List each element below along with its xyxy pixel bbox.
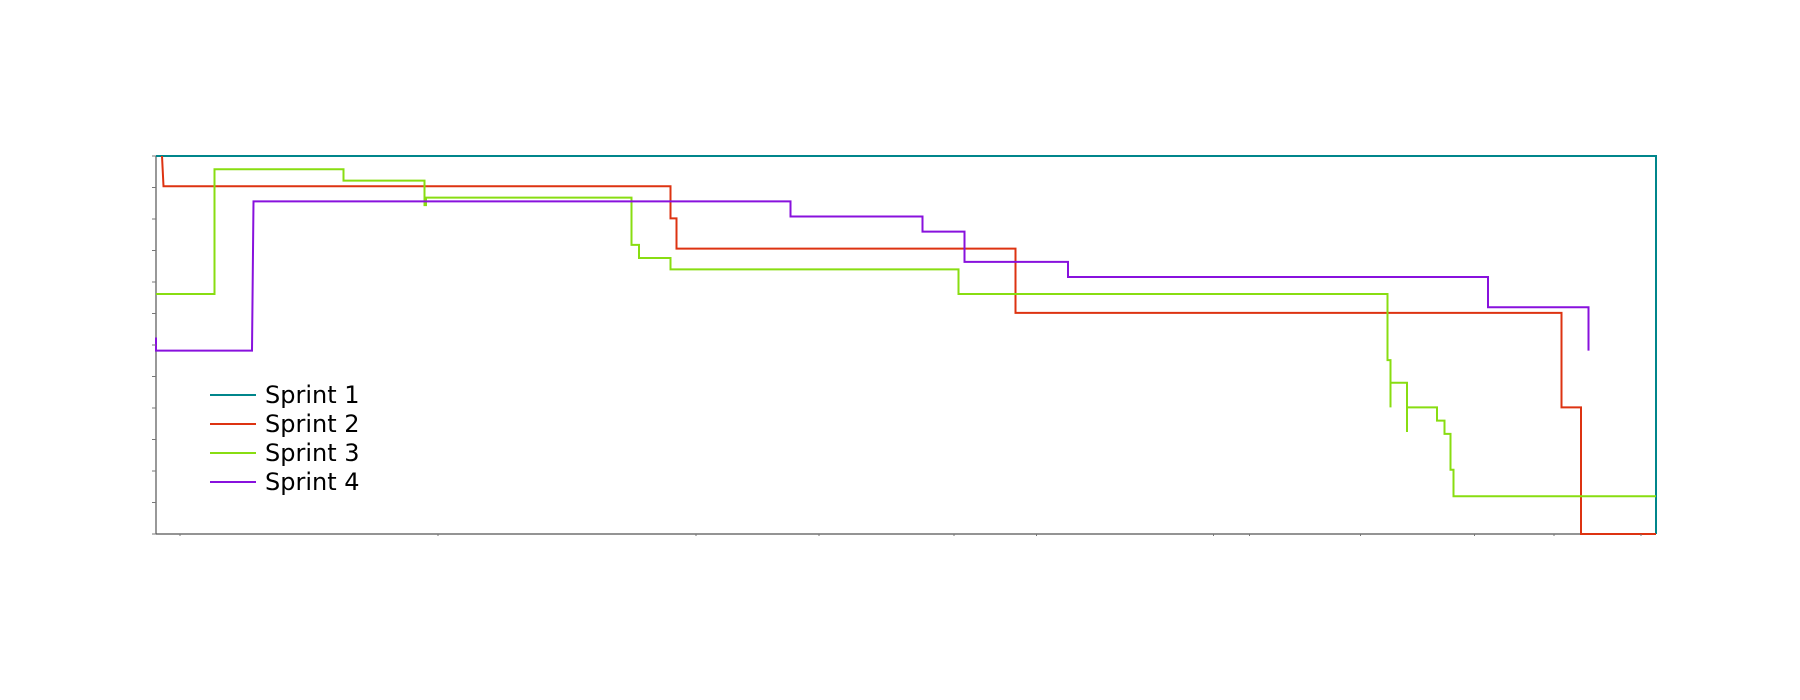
plot-series (155, 155, 1657, 535)
series-line-sprint-4 (155, 200, 1590, 352)
legend-label-sprint-2: Sprint 2 (265, 410, 360, 438)
series-line-sprint-2 (161, 155, 1656, 535)
legend-label-sprint-4: Sprint 4 (265, 468, 360, 496)
legend-label-sprint-1: Sprint 1 (265, 381, 360, 409)
plot-frame (155, 156, 1656, 535)
series-line-sprint-3 (156, 168, 1656, 498)
series-line-sprint-1 (156, 155, 1657, 534)
plot-ticks (152, 155, 1642, 536)
legend-label-sprint-3: Sprint 3 (265, 439, 360, 467)
